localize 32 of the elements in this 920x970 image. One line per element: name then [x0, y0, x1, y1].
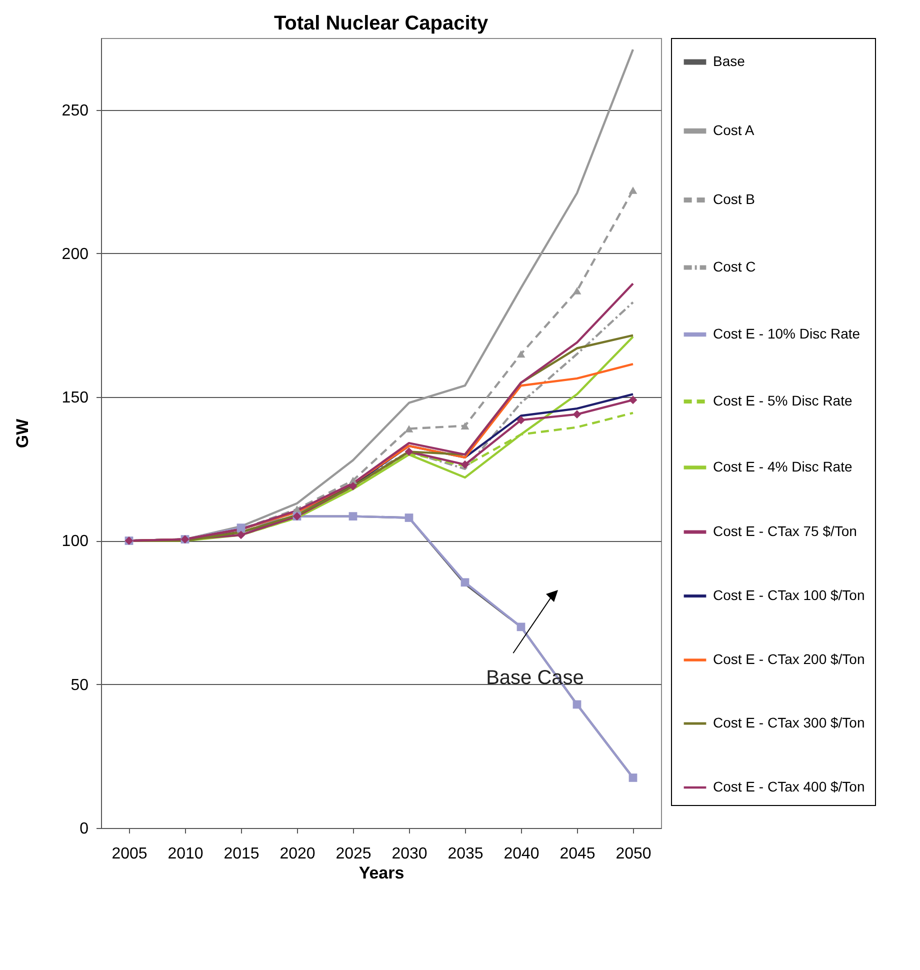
y-tick-label: 150: [62, 390, 89, 407]
legend-label: Cost C: [713, 258, 756, 274]
legend-label: Cost A: [713, 122, 755, 138]
x-tick-label: 2030: [392, 846, 428, 862]
legend-label: Cost E - 10% Disc Rate: [713, 326, 860, 342]
x-tick-label: 2040: [504, 846, 540, 862]
y-tick-label: 250: [62, 102, 89, 120]
legend-label: Base: [713, 53, 746, 69]
x-tick-label: 2005: [112, 846, 148, 862]
x-tick-label: 2050: [616, 846, 652, 862]
legend-label: Cost E - 5% Disc Rate: [713, 392, 852, 408]
annotation: Base Case: [486, 666, 584, 689]
y-tick-label: 0: [80, 820, 89, 838]
x-tick-label: 2025: [336, 846, 372, 862]
x-tick-label: 2035: [448, 846, 484, 862]
legend-label: Cost E - CTax 100 $/Ton: [713, 587, 865, 603]
x-tick-label: 2015: [224, 846, 260, 862]
chart-title: Total Nuclear Capacity: [274, 12, 489, 34]
y-tick-label: 50: [70, 676, 89, 694]
legend-label: Cost E - CTax 300 $/Ton: [713, 714, 865, 730]
legend-label: Cost E - CTax 75 $/Ton: [713, 523, 857, 539]
x-tick-label: 2045: [560, 846, 596, 862]
x-tick-label: 2010: [168, 846, 204, 862]
y-axis-title: GW: [12, 418, 32, 448]
legend-label: Cost E - 4% Disc Rate: [713, 458, 852, 474]
y-tick-label: 100: [62, 533, 89, 550]
x-axis-title: Years: [358, 864, 404, 882]
x-tick-label: 2020: [280, 846, 316, 862]
y-tick-label: 200: [62, 246, 89, 263]
legend-label: Cost B: [713, 191, 756, 207]
legend-label: Cost E - CTax 200 $/Ton: [713, 651, 865, 667]
legend-label: Cost E - CTax 400 $/Ton: [713, 778, 865, 794]
